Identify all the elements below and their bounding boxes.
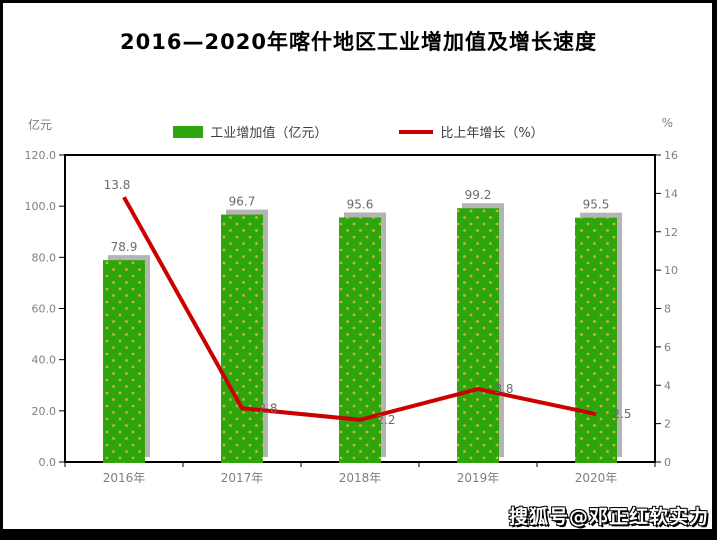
right-axis-tick-label: 10 (664, 264, 678, 277)
line-value-label: 3.8 (494, 382, 513, 396)
legend-item-line-series: 比上年增长（%） (399, 122, 544, 141)
line-series-swatch-icon (399, 129, 434, 134)
legend-item-bar-series: 工业增加值（亿元） (173, 122, 327, 141)
line-value-label: 13.8 (104, 178, 131, 192)
right-axis-tick-label: 2 (664, 418, 671, 431)
left-axis-tick-label: 60.0 (32, 303, 57, 316)
x-axis-category-label: 2019年 (457, 471, 500, 485)
right-axis-unit-label: % (661, 116, 673, 130)
bar-value-label: 99.2 (465, 188, 492, 202)
legend-label-bar-series: 工业增加值（亿元） (210, 126, 328, 141)
line-value-label: 2.5 (612, 407, 631, 421)
x-axis-category-label: 2020年 (575, 471, 618, 485)
bar (457, 208, 499, 463)
bar (575, 217, 617, 463)
bar-value-label: 96.7 (229, 195, 256, 209)
bar-series-swatch-icon (173, 125, 204, 138)
left-axis-tick-label: 40.0 (32, 354, 57, 367)
bar (103, 260, 145, 463)
right-axis-tick-label: 14 (664, 187, 678, 200)
bar (339, 217, 381, 463)
right-axis-tick-label: 12 (664, 226, 678, 239)
right-axis-tick-label: 0 (664, 456, 671, 469)
line-value-label: 2.2 (376, 413, 395, 427)
right-axis-tick-label: 16 (664, 149, 678, 162)
right-axis-tick-label: 6 (664, 341, 671, 354)
bar-value-label: 78.9 (111, 240, 138, 254)
right-axis-tick-label: 8 (664, 303, 671, 316)
bar-value-label: 95.6 (347, 197, 374, 211)
left-axis-tick-label: 100.0 (25, 200, 57, 213)
right-axis-tick-label: 4 (664, 379, 671, 392)
chart-legend: 工业增加值（亿元） 比上年增长（%） (0, 122, 717, 141)
bar-value-label: 95.5 (583, 198, 610, 212)
x-axis-category-label: 2017年 (221, 471, 264, 485)
left-axis-tick-label: 20.0 (32, 405, 57, 418)
left-axis-tick-label: 120.0 (25, 149, 57, 162)
x-axis-category-label: 2016年 (103, 471, 146, 485)
bar (221, 214, 263, 463)
watermark: 搜狐号@邓正红软实力 (508, 506, 709, 528)
left-axis-tick-label: 80.0 (32, 251, 57, 264)
left-axis-tick-label: 0.0 (39, 456, 57, 469)
growth-line (122, 196, 597, 422)
x-axis-category-label: 2018年 (339, 471, 382, 485)
legend-label-line-series: 比上年增长（%） (440, 126, 544, 141)
left-axis-unit-label: 亿元 (28, 118, 53, 132)
line-value-label: 2.8 (258, 401, 277, 415)
page-title: 2016—2020年喀什地区工业增加值及增长速度 (120, 30, 597, 54)
